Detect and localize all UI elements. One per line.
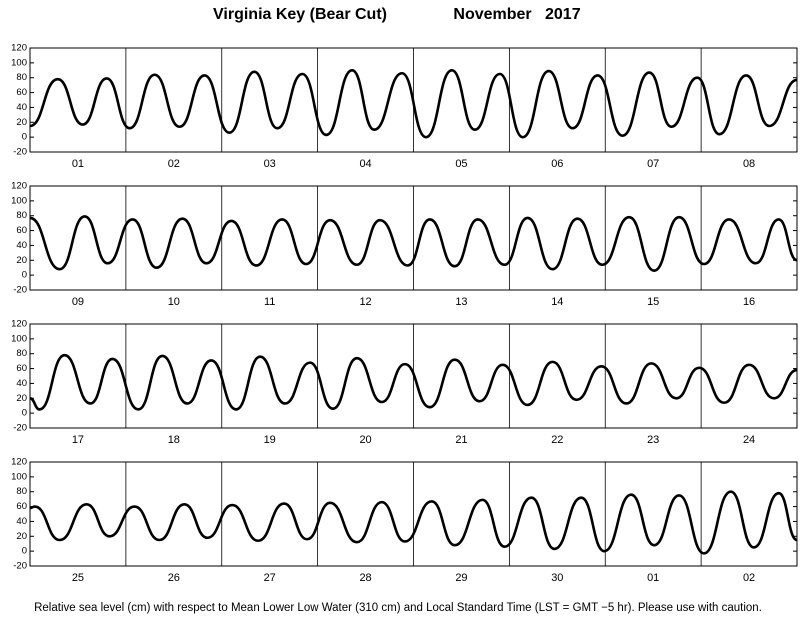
x-tick-label: 06 bbox=[551, 158, 563, 170]
y-tick-label: 40 bbox=[16, 378, 27, 389]
y-tick-label: 120 bbox=[11, 181, 27, 192]
y-tick-label: 20 bbox=[16, 393, 27, 404]
x-tick-label: 16 bbox=[743, 296, 755, 308]
y-tick-label: 40 bbox=[16, 102, 27, 113]
x-tick-label: 05 bbox=[455, 158, 467, 170]
x-tick-label: 01 bbox=[72, 158, 84, 170]
x-tick-label: 24 bbox=[743, 434, 755, 446]
x-tick-label: 01 bbox=[647, 572, 659, 584]
y-tick-label: 0 bbox=[22, 408, 27, 419]
y-tick-label: 0 bbox=[22, 546, 27, 557]
y-tick-label: 120 bbox=[11, 43, 27, 54]
station-title: Virginia Key (Bear Cut) bbox=[213, 6, 387, 23]
x-tick-label: 30 bbox=[551, 572, 563, 584]
x-tick-label: 15 bbox=[647, 296, 659, 308]
x-tick-label: 12 bbox=[359, 296, 371, 308]
y-tick-label: 20 bbox=[16, 531, 27, 542]
x-tick-label: 22 bbox=[551, 434, 563, 446]
y-tick-label: 0 bbox=[22, 270, 27, 281]
x-tick-label: 20 bbox=[359, 434, 371, 446]
x-tick-label: 23 bbox=[647, 434, 659, 446]
x-tick-label: 21 bbox=[455, 434, 467, 446]
y-tick-label: 100 bbox=[11, 57, 27, 68]
y-tick-label: 60 bbox=[16, 87, 27, 98]
period-title: November 2017 bbox=[453, 6, 580, 23]
y-tick-label: 60 bbox=[16, 501, 27, 512]
x-tick-label: 29 bbox=[455, 572, 467, 584]
y-tick-label: 100 bbox=[11, 471, 27, 482]
y-tick-label: 120 bbox=[11, 319, 27, 330]
x-tick-label: 11 bbox=[264, 296, 275, 308]
y-tick-label: 40 bbox=[16, 516, 27, 527]
x-tick-label: 17 bbox=[72, 434, 84, 446]
y-tick-label: 20 bbox=[16, 255, 27, 266]
x-tick-label: 13 bbox=[455, 296, 467, 308]
x-tick-label: 09 bbox=[72, 296, 84, 308]
y-tick-label: -20 bbox=[13, 423, 27, 434]
x-tick-label: 02 bbox=[168, 158, 180, 170]
x-tick-label: 14 bbox=[551, 296, 563, 308]
tide-line bbox=[29, 490, 798, 555]
y-tick-label: -20 bbox=[13, 285, 27, 296]
tide-line bbox=[29, 353, 798, 411]
tide-line bbox=[29, 215, 798, 272]
y-tick-label: 20 bbox=[16, 117, 27, 128]
footnote: Relative sea level (cm) with respect to … bbox=[34, 602, 762, 614]
y-tick-label: 60 bbox=[16, 363, 27, 374]
x-tick-label: 10 bbox=[168, 296, 180, 308]
y-tick-label: 0 bbox=[22, 132, 27, 143]
x-tick-label: 26 bbox=[168, 572, 180, 584]
y-tick-label: 40 bbox=[16, 240, 27, 251]
y-tick-label: 80 bbox=[16, 486, 27, 497]
y-tick-label: 100 bbox=[11, 333, 27, 344]
y-tick-label: 80 bbox=[16, 210, 27, 221]
x-tick-label: 02 bbox=[743, 572, 755, 584]
y-tick-label: 80 bbox=[16, 348, 27, 359]
x-tick-label: 27 bbox=[264, 572, 276, 584]
y-tick-label: 120 bbox=[11, 457, 27, 468]
y-tick-label: -20 bbox=[13, 147, 27, 158]
x-tick-label: 07 bbox=[647, 158, 659, 170]
y-tick-label: -20 bbox=[13, 561, 27, 572]
x-tick-label: 04 bbox=[359, 158, 371, 170]
y-tick-label: 100 bbox=[11, 195, 27, 206]
x-tick-label: 18 bbox=[168, 434, 180, 446]
x-tick-label: 08 bbox=[743, 158, 755, 170]
x-tick-label: 25 bbox=[72, 572, 84, 584]
y-tick-label: 80 bbox=[16, 72, 27, 83]
x-tick-label: 03 bbox=[264, 158, 276, 170]
x-tick-label: 28 bbox=[359, 572, 371, 584]
tide-line bbox=[29, 68, 798, 139]
y-tick-label: 60 bbox=[16, 225, 27, 236]
x-tick-label: 19 bbox=[264, 434, 276, 446]
